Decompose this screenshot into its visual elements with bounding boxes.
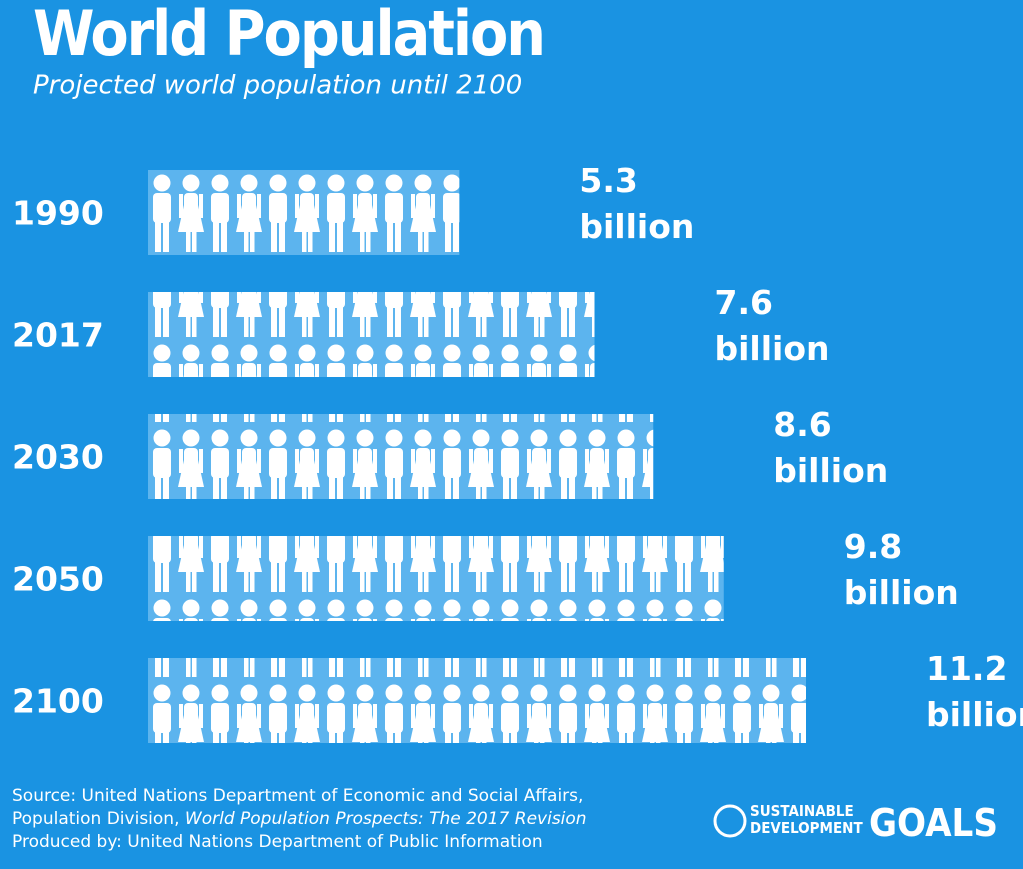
value-label: 8.6 billion bbox=[773, 405, 889, 490]
bar bbox=[148, 170, 460, 255]
sdg-logo: SUSTAINABLE DEVELOPMENT GOALS bbox=[713, 801, 998, 845]
logo-text: SUSTAINABLE bbox=[750, 802, 854, 820]
logo-text: DEVELOPMENT bbox=[750, 819, 863, 837]
category-label: 2100 bbox=[12, 682, 104, 721]
value-label: 9.8 billion bbox=[843, 527, 959, 612]
logo-goals: GOALS bbox=[869, 801, 998, 845]
source-title: World Population Prospects: The 2017 Rev… bbox=[185, 809, 587, 829]
un-emblem bbox=[713, 804, 747, 838]
source-text: Population Division, bbox=[12, 809, 185, 829]
source-line: Population Division, World Population Pr… bbox=[12, 809, 587, 829]
value-label: 11.2 billion bbox=[926, 649, 1023, 734]
category-label: 2017 bbox=[12, 316, 104, 355]
bar bbox=[148, 658, 806, 743]
bar bbox=[148, 536, 724, 621]
chart-subtitle: Projected world population until 2100 bbox=[33, 71, 522, 101]
source-line: Produced by: United Nations Department o… bbox=[12, 832, 543, 852]
category-label: 2030 bbox=[12, 438, 104, 477]
bar bbox=[148, 292, 595, 377]
bar bbox=[148, 414, 654, 499]
source-line: Source: United Nations Department of Eco… bbox=[12, 786, 583, 806]
chart-title: World Population bbox=[33, 0, 544, 70]
value-label: 7.6 billion bbox=[714, 283, 830, 368]
category-label: 1990 bbox=[12, 194, 104, 233]
category-label: 2050 bbox=[12, 560, 104, 599]
value-label: 5.3 billion bbox=[579, 161, 695, 246]
